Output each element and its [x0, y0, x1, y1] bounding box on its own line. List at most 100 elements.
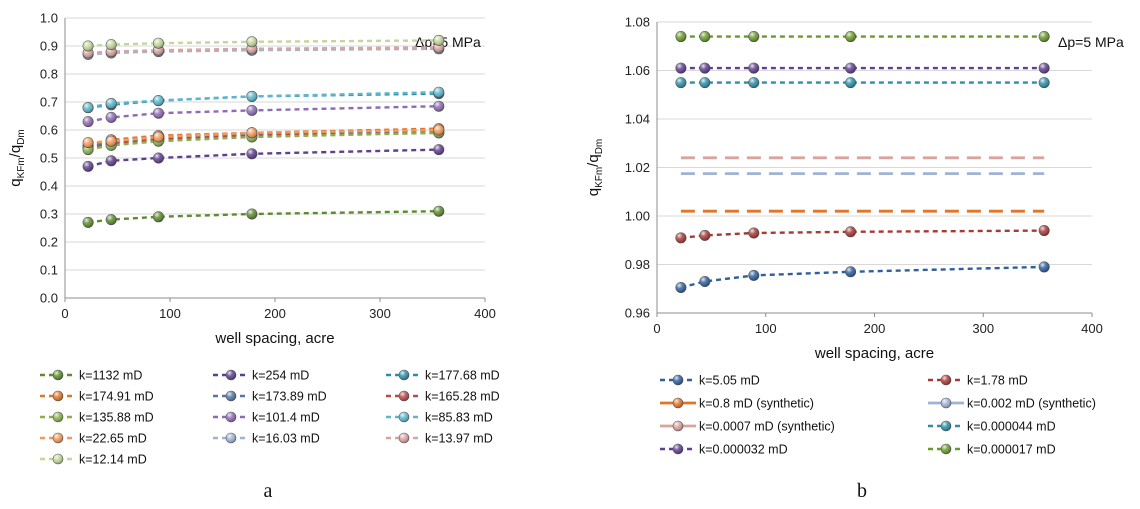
series	[676, 225, 1050, 243]
legend-item: k=1.78 mD	[928, 374, 1028, 388]
legend-swatch-highlight	[399, 370, 409, 380]
data-point	[1039, 225, 1049, 235]
legend-label: k=22.65 mD	[79, 432, 147, 446]
data-point	[749, 228, 759, 238]
x-axis-label: well spacing, acre	[214, 330, 334, 347]
legend-label: k=135.88 mD	[79, 411, 154, 425]
legend-label: k=0.000044 mD	[967, 420, 1056, 434]
y-tick-label: 0.8	[40, 67, 58, 82]
data-point	[106, 112, 116, 122]
data-point	[845, 267, 855, 277]
series	[83, 87, 444, 113]
data-point-highlight	[434, 206, 444, 216]
y-tick-label: 0.96	[625, 306, 650, 321]
data-point-highlight	[845, 63, 855, 73]
legend-item: k=177.68 mD	[386, 369, 500, 383]
legend-item: k=174.91 mD	[40, 390, 154, 404]
y-tick-label: 0.3	[40, 207, 58, 222]
data-point	[434, 87, 444, 97]
y-tick-label: 0.5	[40, 151, 58, 166]
series	[83, 123, 444, 150]
legend-swatch-highlight	[53, 433, 63, 443]
legend-item: k=1132 mD	[40, 369, 142, 383]
legend-label: k=1.78 mD	[967, 374, 1028, 388]
legend-swatch-highlight	[941, 421, 951, 431]
legend-swatch-highlight	[673, 444, 683, 454]
series	[83, 101, 444, 127]
data-point	[700, 77, 710, 87]
data-point-highlight	[676, 77, 686, 87]
legend-swatch-highlight	[53, 454, 63, 464]
data-point-highlight	[153, 108, 163, 118]
data-point-highlight	[106, 136, 116, 146]
legend-item: k=101.4 mD	[213, 411, 320, 425]
legend: k=5.05 mD k=1.78 mD k=0.8 mD (synthetic) k=…	[660, 374, 1096, 457]
data-point-highlight	[153, 38, 163, 48]
data-point-highlight	[106, 98, 116, 108]
data-point-highlight	[845, 31, 855, 41]
legend-label: k=177.68 mD	[425, 369, 500, 383]
legend-label: k=0.0007 mD (synthetic)	[699, 420, 835, 434]
legend-item: k=173.89 mD	[213, 390, 327, 404]
data-point	[700, 276, 710, 286]
data-point	[1039, 31, 1049, 41]
data-point-highlight	[749, 63, 759, 73]
data-point	[106, 39, 116, 49]
data-point-highlight	[106, 39, 116, 49]
legend-swatch-highlight	[941, 444, 951, 454]
y-tick-label: 1.08	[625, 15, 650, 30]
legend-swatch-highlight	[226, 370, 236, 380]
data-point-highlight	[434, 35, 444, 45]
data-point-highlight	[700, 276, 710, 286]
data-point-highlight	[434, 125, 444, 135]
series	[676, 31, 1050, 41]
data-point-highlight	[83, 137, 93, 147]
x-tick-label: 400	[474, 306, 496, 321]
legend-swatch-highlight	[399, 433, 409, 443]
legend-item: k=254 mD	[213, 369, 309, 383]
data-point	[247, 149, 257, 159]
series-line	[681, 267, 1044, 288]
data-point	[83, 137, 93, 147]
data-point	[83, 116, 93, 126]
data-point	[700, 230, 710, 240]
data-point	[749, 270, 759, 280]
data-point	[845, 77, 855, 87]
y-tick-label: 1.02	[625, 160, 650, 175]
data-point-highlight	[434, 101, 444, 111]
legend-item: k=22.65 mD	[40, 432, 147, 446]
data-point-highlight	[749, 228, 759, 238]
data-point	[700, 31, 710, 41]
x-tick-label: 200	[264, 306, 286, 321]
data-point	[845, 31, 855, 41]
data-point-highlight	[106, 156, 116, 166]
series-line	[88, 40, 439, 46]
x-tick-label: 200	[864, 321, 886, 336]
legend-swatch-highlight	[53, 370, 63, 380]
data-point	[153, 153, 163, 163]
data-point	[700, 63, 710, 73]
legend-item: k=12.14 mD	[40, 453, 147, 467]
legend: k=1132 mD k=254 mD k=177.68 mD k=174.91 mD k…	[40, 369, 500, 467]
chart-panel-a: 0.0 0.1 0.2 0.3 0.4 0.5 0.6 0.7 0.8 0.9 1.0 0 100 200…	[7, 11, 500, 503]
data-point-highlight	[845, 227, 855, 237]
legend-swatch-highlight	[399, 412, 409, 422]
data-point-highlight	[153, 132, 163, 142]
data-point	[106, 156, 116, 166]
data-point-highlight	[676, 31, 686, 41]
pressure-annotation: Δp=5 MPa	[1058, 34, 1124, 50]
data-point	[247, 128, 257, 138]
x-tick-label: 400	[1081, 321, 1103, 336]
y-tick-label: 0.1	[40, 263, 58, 278]
panel-label: a	[264, 480, 273, 502]
legend-item: k=0.0007 mD (synthetic)	[660, 420, 835, 434]
x-tick-label: 300	[369, 306, 391, 321]
data-point-highlight	[153, 153, 163, 163]
data-point-highlight	[845, 77, 855, 87]
legend-label: k=174.91 mD	[79, 390, 154, 404]
data-point-highlight	[83, 102, 93, 112]
legend-swatch-highlight	[53, 391, 63, 401]
data-point-highlight	[700, 63, 710, 73]
data-point-highlight	[749, 31, 759, 41]
data-point	[1039, 77, 1049, 87]
